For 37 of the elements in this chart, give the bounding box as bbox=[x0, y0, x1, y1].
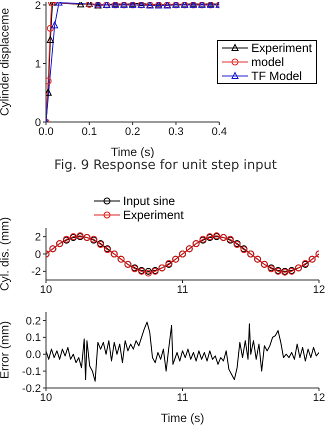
point bbox=[77, 2, 84, 8]
point bbox=[46, 24, 54, 32]
x-tick-label: 11 bbox=[176, 392, 188, 404]
y-tick-label: 1 bbox=[34, 58, 41, 70]
x-axis-title: Time (s) bbox=[160, 411, 204, 425]
x-tick-label: 10 bbox=[40, 284, 52, 296]
y-axis-title: Error (mm) bbox=[0, 321, 12, 379]
x-tick-label: 0.2 bbox=[125, 126, 140, 138]
line-series bbox=[46, 322, 319, 382]
x-tick-label: 10 bbox=[40, 392, 52, 404]
x-tick-label: 12 bbox=[312, 392, 326, 404]
legend-label: TF Model bbox=[251, 69, 302, 83]
y-tick-label: 0.0 bbox=[26, 349, 41, 362]
y-tick-label: 0 bbox=[34, 116, 41, 129]
x-tick-label: 0.1 bbox=[82, 126, 97, 138]
y-axis-title: Cylinder displaceme bbox=[0, 8, 12, 116]
y-tick-label: 2 bbox=[34, 0, 41, 12]
x-tick-label: 0.4 bbox=[212, 126, 227, 138]
x-tick-label: 12 bbox=[312, 284, 326, 296]
y-tick-label: -0.1 bbox=[22, 366, 41, 378]
y-tick-label: 2 bbox=[34, 232, 41, 244]
y-tick-label: 0.2 bbox=[26, 315, 41, 328]
x-tick-label: 11 bbox=[176, 284, 188, 296]
y-tick-label: 0 bbox=[34, 248, 41, 261]
legend-label: model bbox=[251, 55, 284, 69]
y-tick-label: -2 bbox=[31, 266, 41, 278]
legend-label: Experiment bbox=[251, 41, 312, 55]
y-tick-label: 0.1 bbox=[26, 332, 41, 344]
legend-label: Experiment bbox=[123, 208, 184, 222]
x-tick-label: 0.3 bbox=[168, 126, 184, 138]
point bbox=[46, 88, 52, 96]
point bbox=[46, 78, 52, 85]
y-tick-label: -0.2 bbox=[22, 382, 41, 395]
caption: Fig. 9 Response for unit step input bbox=[53, 158, 278, 173]
y-axis-title: Cyl. dis. (mm) bbox=[0, 217, 12, 291]
legend-label: Input sine bbox=[123, 194, 176, 208]
point bbox=[46, 36, 54, 44]
